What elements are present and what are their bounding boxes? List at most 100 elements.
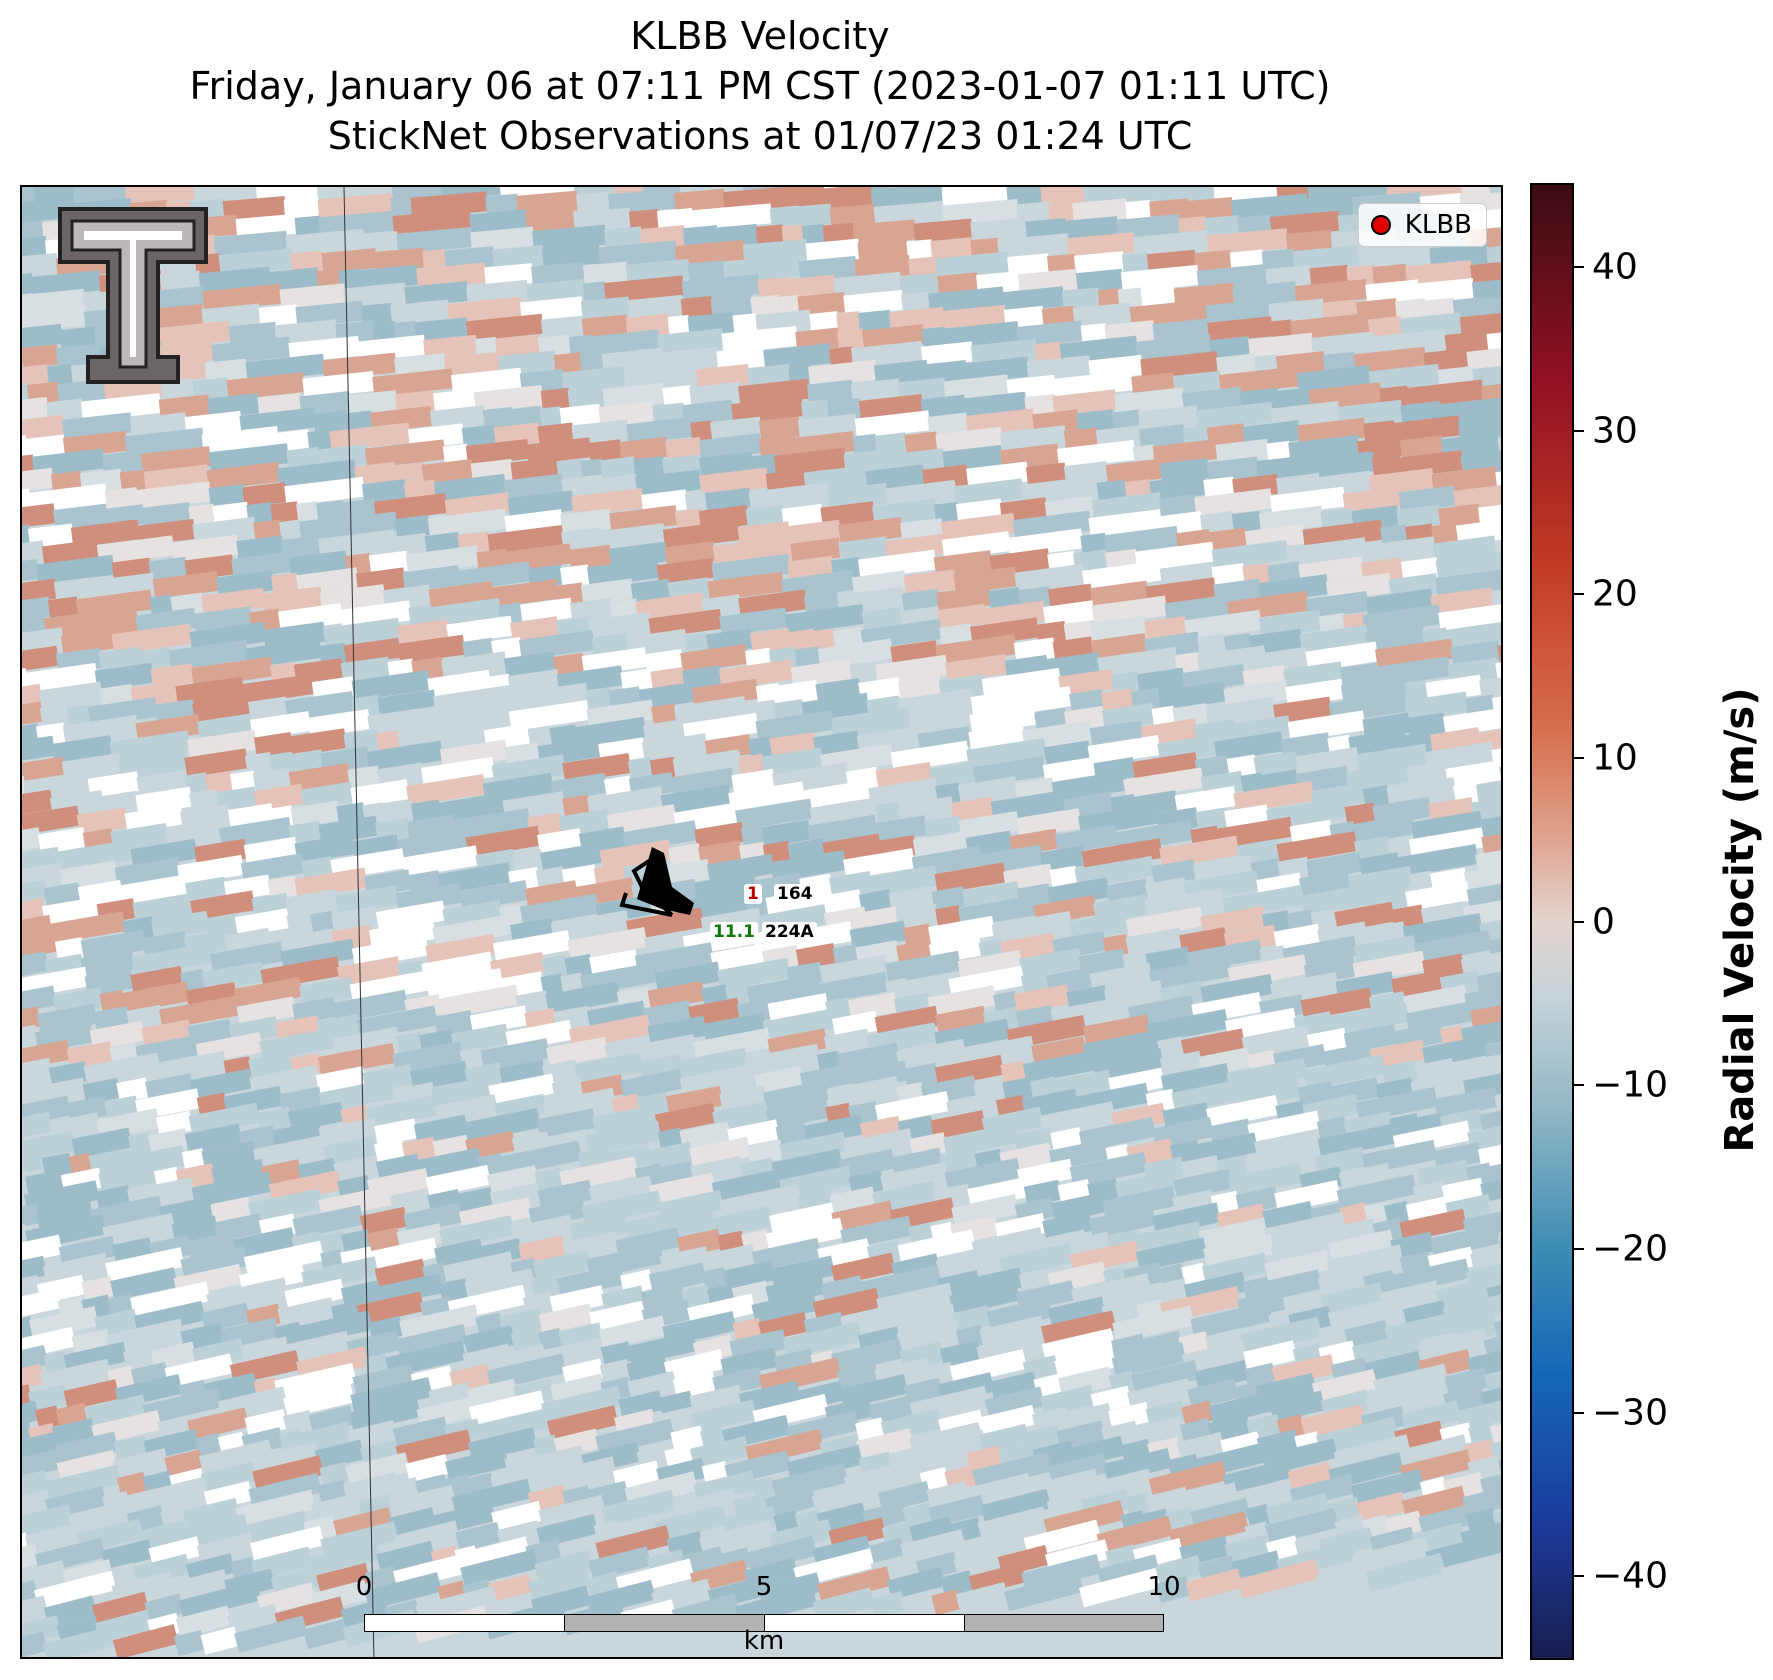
radar-gate — [206, 1277, 289, 1315]
station-id-224a[interactable]: 224A — [762, 922, 817, 942]
radar-gate — [518, 629, 595, 661]
radar-gate — [403, 1202, 464, 1234]
radar-gate — [262, 586, 324, 615]
radar-gate — [786, 921, 854, 953]
radar-gate — [425, 1164, 492, 1198]
radar-gate — [941, 531, 1011, 560]
radar-gate — [1486, 242, 1501, 268]
radar-gate — [240, 853, 306, 884]
radar-gate — [1325, 572, 1393, 602]
radar-gate — [1125, 927, 1184, 957]
radar-gate — [899, 273, 940, 297]
radar-gate — [941, 198, 1019, 226]
radar-gate — [462, 1343, 513, 1374]
radar-gate — [1081, 838, 1163, 872]
radar-gate — [858, 889, 893, 915]
radar-gate — [76, 807, 129, 835]
radar-gate — [349, 970, 431, 1005]
radar-gate — [22, 627, 65, 658]
radar-gate — [843, 289, 904, 316]
radar-gate — [648, 1262, 707, 1294]
colorbar-tick-label: 20 — [1592, 573, 1638, 615]
radar-gate — [576, 191, 611, 215]
radar-gate — [289, 728, 348, 757]
radar-gate — [242, 482, 288, 508]
radar-gate — [1019, 947, 1083, 979]
radar-gate — [159, 995, 241, 1030]
radar-gate — [1181, 1262, 1207, 1287]
radar-gate — [22, 931, 59, 965]
radar-gate — [1429, 243, 1489, 269]
radar-gate — [1148, 1460, 1228, 1499]
radar-gate — [693, 872, 758, 903]
radar-gate — [801, 779, 873, 811]
radar-gate — [452, 808, 531, 841]
radar-gate — [580, 578, 635, 605]
station-id-164[interactable]: 164 — [774, 884, 816, 904]
radar-gate — [22, 1316, 34, 1342]
radar-gate — [34, 1405, 61, 1430]
radar-gate — [279, 519, 303, 543]
radar-gate — [288, 820, 323, 846]
radar-gate — [1164, 594, 1231, 624]
radar-gate — [438, 984, 520, 1019]
radar-gate — [673, 695, 748, 727]
radar-gate — [510, 1214, 575, 1247]
radar-gate — [247, 1188, 323, 1223]
radar-gate — [762, 1008, 836, 1042]
radar-map[interactable]: KLBB 0 5 10 km 1 164 11.1 224A — [20, 185, 1503, 1659]
radar-gate — [682, 225, 719, 249]
radar-gate — [991, 910, 1073, 945]
radar-gate — [245, 353, 326, 382]
radar-gate — [1457, 412, 1501, 442]
radar-gate — [1329, 1002, 1410, 1037]
radar-gate — [767, 993, 830, 1024]
radar-gate — [1461, 1486, 1501, 1518]
colorbar-tick-label: 10 — [1592, 737, 1638, 779]
radar-gate — [482, 406, 514, 430]
radar-gate — [630, 578, 672, 604]
radar-gate — [1194, 754, 1231, 780]
radar-gate — [836, 311, 862, 334]
radar-gate — [432, 388, 477, 414]
radar-gate — [188, 1102, 261, 1136]
radar-gate — [1082, 1029, 1162, 1064]
radar-gate — [1365, 1379, 1448, 1418]
radar-gate — [1125, 199, 1152, 223]
radar-gate — [1396, 504, 1442, 530]
radar-gate — [649, 1172, 717, 1206]
radar-gate — [48, 911, 127, 944]
radar-gate — [468, 1390, 546, 1427]
radar-gate — [56, 1449, 118, 1483]
radar-gate — [158, 394, 211, 420]
radar-gate — [758, 434, 797, 459]
radar-gate — [1205, 696, 1277, 727]
radar-gate — [765, 1097, 830, 1130]
radar-gate — [277, 603, 344, 632]
radar-gate — [1396, 844, 1479, 878]
radar-gate — [598, 1315, 667, 1350]
radar-gate — [613, 187, 645, 197]
legend-label: KLBB — [1404, 210, 1472, 240]
radar-gate — [1250, 858, 1282, 883]
radar-gate — [469, 1005, 529, 1036]
radar-gate — [427, 508, 508, 539]
radar-gate — [662, 520, 741, 550]
radar-gate — [1269, 486, 1346, 516]
radar-gate — [953, 566, 1018, 595]
radar-gate — [1193, 249, 1233, 274]
radar-gate — [1194, 1360, 1249, 1392]
radar-gate — [516, 190, 579, 216]
radar-gate — [243, 1240, 325, 1277]
radar-gate — [227, 1603, 280, 1636]
radar-gate — [738, 1380, 801, 1414]
colorbar-tick — [1574, 1575, 1584, 1578]
radar-gate — [777, 679, 820, 706]
radar-gate — [1194, 488, 1273, 518]
radar-gate — [388, 1507, 437, 1538]
radar-gate — [1135, 1237, 1208, 1272]
scale-label-10: 10 — [1147, 1572, 1181, 1602]
radar-gate — [294, 215, 322, 238]
radar-gate — [1477, 1140, 1501, 1170]
radar-gate — [106, 1318, 185, 1355]
